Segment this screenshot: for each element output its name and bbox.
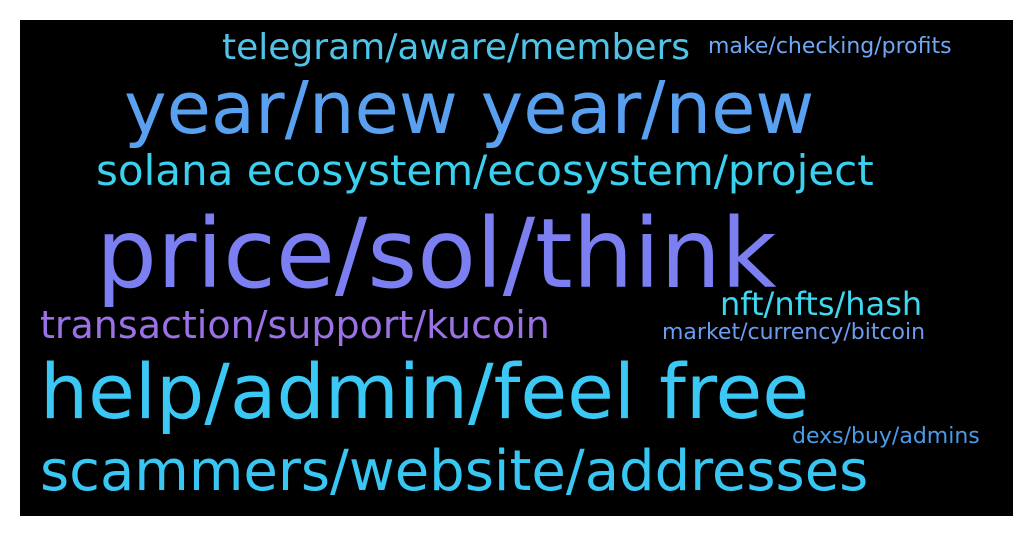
word-scammers-website-addresses: scammers/website/addresses xyxy=(40,439,869,504)
word-market-currency-bitcoin: market/currency/bitcoin xyxy=(662,320,926,345)
word-transaction-support-kucoin: transaction/support/kucoin xyxy=(40,303,550,347)
word-cloud: telegram/aware/members make/checking/pro… xyxy=(20,20,1013,516)
word-nft-nfts-hash: nft/nfts/hash xyxy=(720,285,923,323)
word-make-checking-profits: make/checking/profits xyxy=(708,34,952,59)
word-year-new-year-new: year/new year/new xyxy=(124,66,815,150)
word-dexs-buy-admins: dexs/buy/admins xyxy=(792,424,980,449)
word-price-sol-think: price/sol/think xyxy=(96,198,777,310)
word-telegram-aware-members: telegram/aware/members xyxy=(222,27,691,68)
word-help-admin-feel-free: help/admin/feel free xyxy=(40,347,810,436)
word-solana-ecosystem-project: solana ecosystem/ecosystem/project xyxy=(96,146,874,195)
